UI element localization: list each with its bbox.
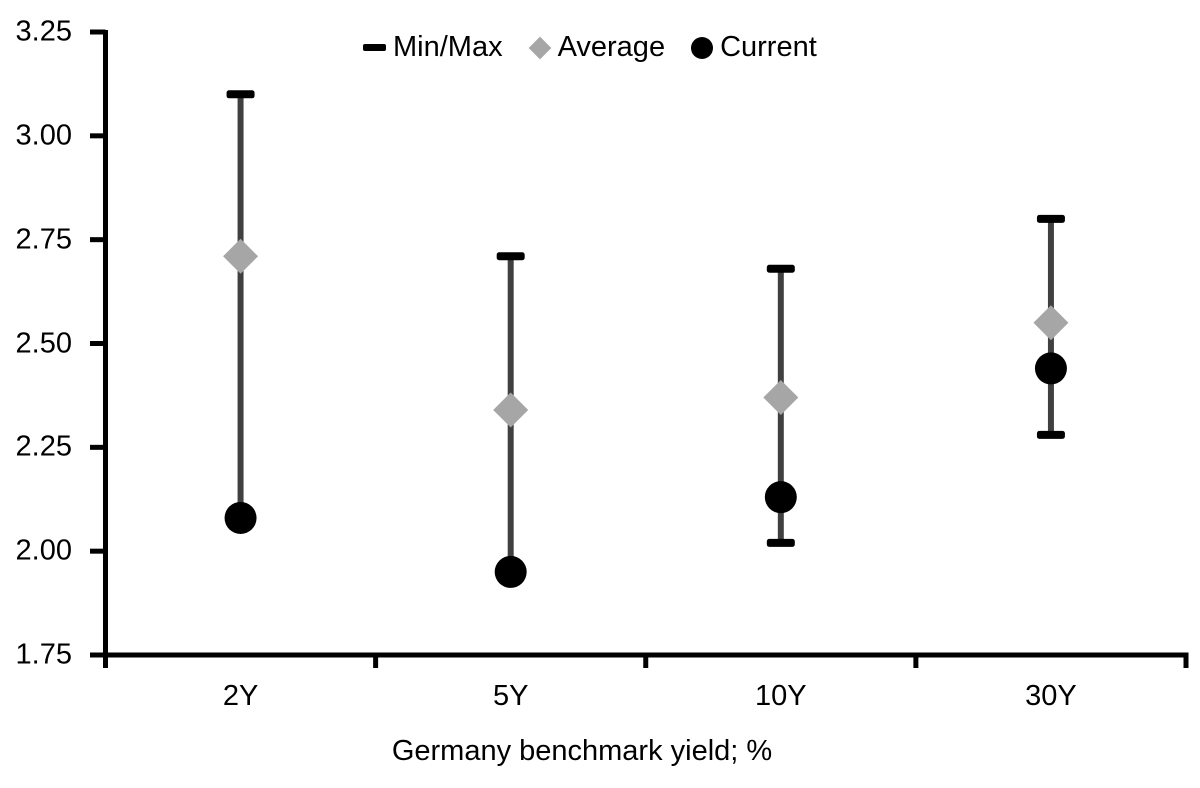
average-diamond-icon (528, 36, 551, 59)
min-cap-10y (766, 538, 795, 547)
average-marker-30y (1033, 305, 1069, 341)
max-cap-10y (766, 264, 795, 273)
y-tick-label: 3.25 (15, 15, 72, 48)
legend-label-average: Average (557, 31, 666, 63)
current-marker-10y (764, 481, 797, 514)
legend-item-average: Average (528, 31, 666, 64)
current-marker-2y (224, 501, 257, 534)
y-tick-label: 2.25 (15, 430, 72, 463)
x-tick-label-10y: 10Y (755, 680, 807, 712)
current-marker-30y (1034, 352, 1067, 385)
legend-item-current: Current (691, 31, 817, 64)
legend-label-minmax: Min/Max (393, 31, 503, 63)
legend: Min/Max Average Current (363, 31, 817, 64)
x-tick-label-30y: 30Y (1025, 680, 1077, 712)
y-tick-label: 3.00 (15, 119, 72, 152)
max-cap-5y (496, 252, 525, 261)
current-marker-5y (494, 555, 527, 588)
average-marker-5y (493, 392, 529, 428)
average-marker-2y (223, 238, 259, 274)
y-tick-label: 1.75 (15, 638, 72, 671)
y-tick-label: 2.00 (15, 534, 72, 567)
current-circle-icon (691, 36, 714, 59)
x-tick-label-5y: 5Y (492, 680, 529, 712)
y-tick-label: 2.50 (15, 327, 72, 359)
y-tick-label: 2.75 (15, 223, 72, 256)
average-marker-10y (763, 379, 799, 415)
x-axis-title: Germany benchmark yield; % (391, 735, 773, 767)
legend-item-minmax: Min/Max (363, 31, 503, 64)
legend-label-current: Current (720, 31, 817, 63)
min-cap-30y (1036, 430, 1065, 439)
max-cap-2y (226, 90, 255, 99)
minmax-dash-icon (363, 44, 386, 51)
max-cap-30y (1036, 214, 1065, 223)
x-tick-label-2y: 2Y (222, 680, 259, 712)
